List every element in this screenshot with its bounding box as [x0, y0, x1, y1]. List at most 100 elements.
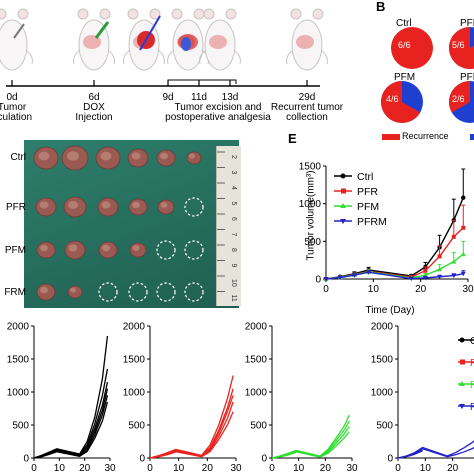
data-point [451, 259, 457, 264]
individual-curve [149, 395, 234, 459]
tumor-absent-pfr-5 [184, 197, 204, 217]
data-point [461, 195, 466, 200]
main-chart-svg: 0 500 1000 1500 0 10 20 30 Ctrl PFR PFM PFRM [299, 162, 474, 296]
small-ytick-label: 1500 [123, 355, 146, 366]
small-legend-label: P [470, 402, 474, 413]
small-xtick-label: 0 [395, 463, 401, 474]
small-legend-label: P [470, 358, 474, 369]
small-legend-label: C [470, 336, 474, 347]
small-xtick-label: 10 [173, 463, 185, 474]
data-point [460, 251, 466, 257]
tumor-absent-pfrm-2 [98, 282, 118, 302]
pie-pfm [381, 81, 423, 123]
legend-label-pfrm: PFRM [357, 216, 387, 228]
pie-ctrl [391, 27, 433, 69]
small-xtick-label: 30 [346, 463, 358, 474]
tumor-absent-pfm-5 [184, 240, 204, 260]
ruler-tick-label: 11 [230, 295, 237, 302]
timeline-label-29a: Recurrent tumor [270, 102, 344, 113]
timeline-label-6b: Injection [75, 112, 113, 123]
small-xtick-label: 0 [269, 463, 275, 474]
small-ytick-label: 500 [250, 421, 267, 432]
individual-curve [33, 381, 109, 459]
photo-row-label-pfm: PFM [4, 245, 26, 256]
pie-text-pfm: 4/6 [386, 94, 399, 104]
mouse-icon-4 [199, 8, 241, 71]
timeline-label-0a: Tumor [0, 102, 27, 113]
panel-label-e: E [288, 131, 297, 146]
data-point [461, 225, 466, 230]
pie-pfrm [448, 81, 474, 123]
legend-label-recurrence: Recurrence [402, 131, 449, 141]
individual-curve [33, 401, 109, 459]
mouse-icon-3 [167, 8, 209, 71]
pie-slice-recurrence [449, 27, 474, 69]
small-chart-ctrl: 0 500 1000 1500 2000 0 10 20 30 [7, 322, 116, 474]
small-ytick-label: 2000 [371, 322, 394, 333]
pie-pfr [449, 27, 474, 69]
timeline-span-label-b: postoperative analgesia [165, 112, 271, 123]
small-ytick-label: 0 [23, 454, 29, 465]
ruler-tick-label: 2 [230, 155, 237, 159]
timeline-day-0: 0d [6, 92, 18, 103]
timeline-label-0b: oculation [0, 112, 33, 123]
individual-curve [149, 375, 234, 459]
legend-swatch-non-recurrence [470, 134, 474, 140]
photo-row-label-ctrl: Ctrl [10, 152, 26, 163]
small-xtick-label: 20 [79, 463, 91, 474]
pie-text-pfr: 5/6 [452, 40, 465, 50]
data-point [451, 273, 457, 279]
small-xtick-label: 20 [202, 463, 214, 474]
timeline-svg [0, 8, 328, 87]
main-xtick-label: 30 [462, 284, 474, 295]
pie-name-pfm: PFM [394, 72, 416, 83]
data-point [422, 275, 428, 281]
ruler-tick-label: 3 [230, 171, 237, 175]
tumor-absent-pfrm-5 [184, 282, 204, 302]
legend-label-ctrl: Ctrl [357, 171, 373, 183]
timeline-day-13: 13d [221, 92, 239, 103]
tumor-absent-pfm-4 [156, 240, 176, 260]
pie-slice-recurrence [391, 27, 433, 69]
timeline-span-label-a: Tumor excision and [174, 102, 262, 113]
small-xtick-label: 20 [447, 463, 459, 474]
small-xtick-label: 0 [147, 463, 153, 474]
mouse-icon-5 [286, 8, 328, 71]
ruler [216, 146, 241, 306]
small-xtick-label: 10 [420, 463, 432, 474]
small-ytick-label: 2000 [245, 322, 268, 333]
pie-name-pfrm: PFRM [460, 72, 474, 83]
pie-text-pfrm: 2/6 [452, 94, 465, 104]
timeline-label-6a: DOX [83, 102, 105, 113]
main-ytick-label: 0 [315, 275, 321, 286]
timeline-span-bracket [167, 79, 237, 84]
pie-slice-recurrence [448, 81, 470, 113]
small-ytick-label: 500 [376, 421, 393, 432]
small-ytick-label: 0 [261, 454, 267, 465]
photo-background [24, 140, 239, 308]
pie-slice-recurrence [381, 81, 421, 123]
ruler-tick-label: 6 [230, 217, 237, 221]
photo-row-label-pfr: PFR [6, 202, 26, 213]
ruler-tick-label: 7 [230, 233, 237, 237]
main-ytick-label: 1500 [299, 162, 322, 173]
main-xtick-label: 0 [323, 284, 329, 295]
data-point [351, 273, 357, 278]
series-pfrm: PFRM [323, 216, 466, 282]
data-point [437, 274, 443, 280]
main-xtick-label: 20 [415, 284, 427, 295]
small-ytick-label: 2000 [123, 322, 146, 333]
small-chart-pfr: 0 500 1000 1500 2000 0 10 20 30 [123, 322, 242, 474]
small-ytick-label: 1000 [371, 388, 394, 399]
small-xtick-label: 30 [230, 463, 242, 474]
legend-swatch-recurrence [382, 134, 400, 140]
data-point [408, 276, 414, 282]
photo-row-label-pfrm: FRM [4, 287, 26, 298]
ruler-tick-label: 10 [230, 279, 237, 287]
data-point [323, 277, 329, 282]
small-xtick-label: 10 [293, 463, 305, 474]
pie-svg [381, 27, 474, 140]
